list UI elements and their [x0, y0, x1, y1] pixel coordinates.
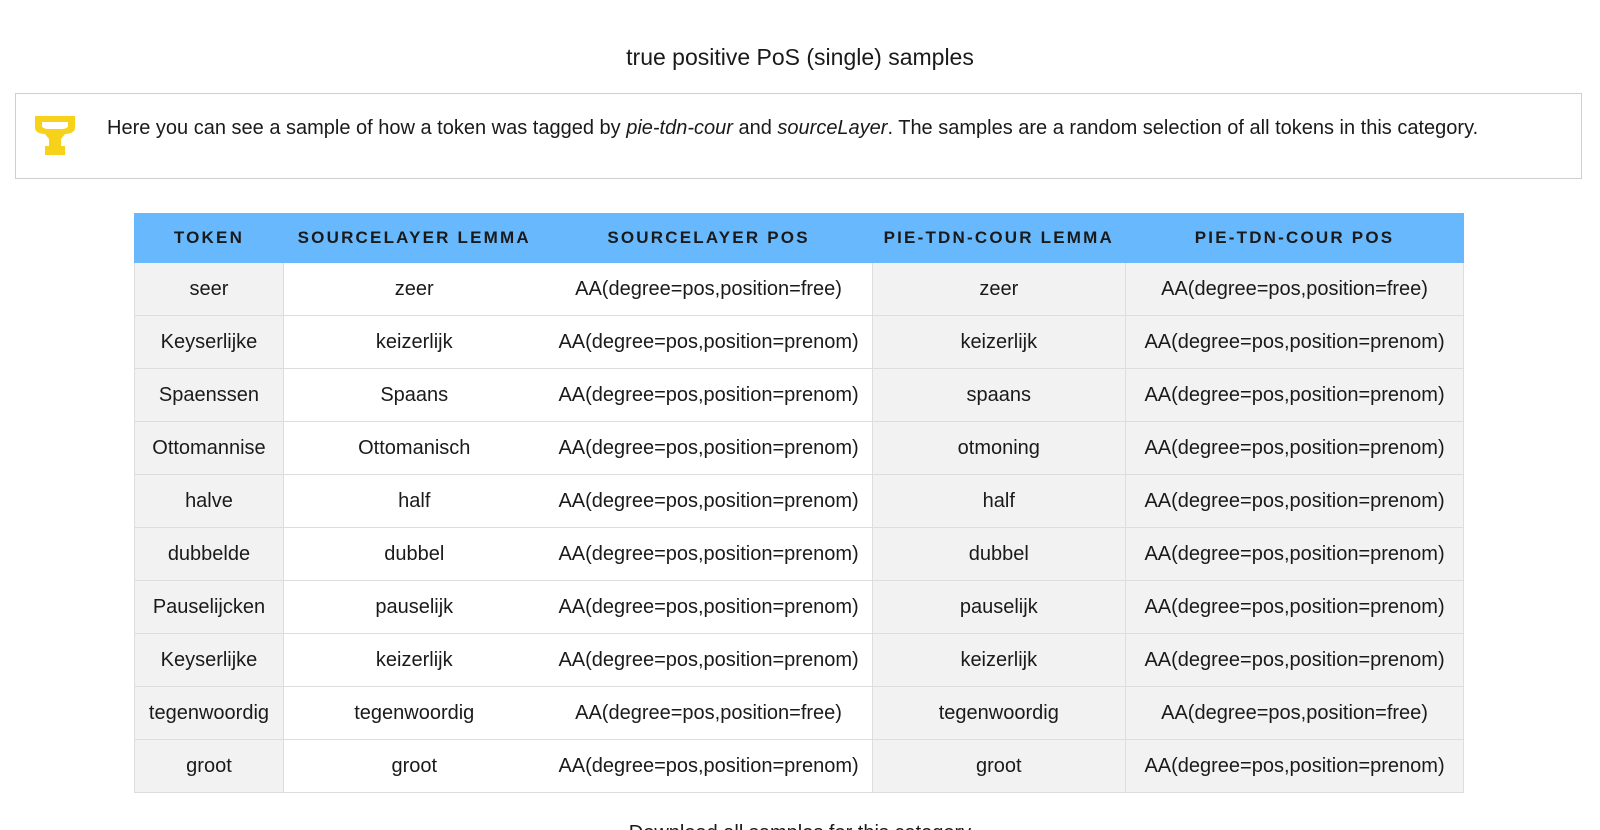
- table-row: Keyserlijke keizerlijk AA(degree=pos,posit…: [134, 633, 1464, 687]
- column-header-pie-pos[interactable]: PIE-TDN-COUR POS: [1125, 213, 1464, 263]
- cell-sourcelayer-pos: AA(degree=pos,position=prenom): [545, 315, 873, 369]
- cell-sourcelayer-lemma: zeer: [282, 262, 546, 316]
- cell-pie-lemma: tegenwoordig: [871, 686, 1127, 740]
- cell-pie-pos: AA(degree=pos,position=free): [1125, 262, 1464, 316]
- info-text: Here you can see a sample of how a token…: [107, 116, 1478, 140]
- table-row: tegenwoordig tegenwoordig AA(degree=pos,po…: [134, 686, 1464, 740]
- cell-sourcelayer-pos: AA(degree=pos,position=free): [545, 686, 873, 740]
- cell-sourcelayer-lemma: pauselijk: [282, 580, 546, 634]
- samples-table: TOKEN SOURCELAYER LEMMA SOURCELAYER POS …: [134, 213, 1464, 793]
- download-link[interactable]: Download all samples for this category: [0, 822, 1600, 830]
- cell-pie-lemma: otmoning: [871, 421, 1127, 475]
- table-row: seer zeer AA(degree=pos,position=free) zeer…: [134, 262, 1464, 316]
- table-body: seer zeer AA(degree=pos,position=free) zeer…: [134, 262, 1464, 793]
- page-title: true positive PoS (single) samples: [626, 44, 974, 70]
- table-row: Keyserlijke keizerlijk AA(degree=pos,posit…: [134, 315, 1464, 369]
- cell-pie-lemma: zeer: [871, 262, 1127, 316]
- tagger-name: pie-tdn-cour: [626, 117, 733, 139]
- cell-token: Keyserlijke: [134, 633, 284, 687]
- cell-pie-lemma: pauselijk: [871, 580, 1127, 634]
- cell-sourcelayer-pos: AA(degree=pos,position=prenom): [545, 421, 873, 475]
- cell-pie-lemma: keizerlijk: [871, 633, 1127, 687]
- cell-pie-pos: AA(degree=pos,position=prenom): [1125, 368, 1464, 422]
- info-text-after: . The samples are a random selection of …: [887, 117, 1479, 139]
- cell-pie-pos: AA(degree=pos,position=prenom): [1125, 527, 1464, 581]
- cell-sourcelayer-lemma: dubbel: [282, 527, 546, 581]
- cell-pie-pos: AA(degree=pos,position=prenom): [1125, 739, 1464, 793]
- table-row: Spaenssen Spaans AA(degree=pos,position=pr…: [134, 368, 1464, 422]
- cell-sourcelayer-pos: AA(degree=pos,position=prenom): [545, 739, 873, 793]
- table-row: Pauselijcken pauselijk AA(degree=pos,posit…: [134, 580, 1464, 634]
- column-header-sourcelayer-pos[interactable]: SOURCELAYER POS: [544, 213, 873, 263]
- cell-sourcelayer-pos: AA(degree=pos,position=prenom): [545, 633, 873, 687]
- cell-pie-lemma: groot: [871, 739, 1127, 793]
- column-header-token[interactable]: TOKEN: [134, 213, 284, 263]
- cell-pie-pos: AA(degree=pos,position=prenom): [1125, 633, 1464, 687]
- table-row: dubbelde dubbel AA(degree=pos,position=pre…: [134, 527, 1464, 581]
- cell-pie-pos: AA(degree=pos,position=prenom): [1125, 421, 1464, 475]
- cell-sourcelayer-lemma: keizerlijk: [282, 315, 546, 369]
- cell-sourcelayer-pos: AA(degree=pos,position=prenom): [545, 474, 873, 528]
- cell-token: groot: [134, 739, 284, 793]
- column-header-sourcelayer-lemma[interactable]: SOURCELAYER LEMMA: [282, 213, 546, 263]
- cell-pie-lemma: half: [871, 474, 1127, 528]
- cell-pie-pos: AA(degree=pos,position=prenom): [1125, 315, 1464, 369]
- cell-sourcelayer-lemma: half: [282, 474, 546, 528]
- table-row: groot groot AA(degree=pos,position=prenom)…: [134, 739, 1464, 793]
- cell-token: tegenwoordig: [134, 686, 284, 740]
- cell-token: Ottomannise: [134, 421, 284, 475]
- cell-sourcelayer-lemma: tegenwoordig: [282, 686, 546, 740]
- cell-pie-lemma: keizerlijk: [871, 315, 1127, 369]
- cell-sourcelayer-pos: AA(degree=pos,position=prenom): [545, 527, 873, 581]
- cell-pie-pos: AA(degree=pos,position=prenom): [1125, 580, 1464, 634]
- table-row: Ottomannise Ottomanisch AA(degree=pos,posi…: [134, 421, 1464, 475]
- cell-pie-lemma: spaans: [871, 368, 1127, 422]
- cell-sourcelayer-lemma: groot: [282, 739, 546, 793]
- cell-sourcelayer-pos: AA(degree=pos,position=prenom): [545, 580, 873, 634]
- cell-token: dubbelde: [134, 527, 284, 581]
- cell-sourcelayer-lemma: Spaans: [282, 368, 546, 422]
- cell-pie-pos: AA(degree=pos,position=prenom): [1125, 474, 1464, 528]
- cell-sourcelayer-lemma: keizerlijk: [282, 633, 546, 687]
- cell-sourcelayer-lemma: Ottomanisch: [282, 421, 546, 475]
- info-text-middle: and: [732, 117, 778, 139]
- cell-pie-lemma: dubbel: [871, 527, 1127, 581]
- cell-token: Pauselijcken: [134, 580, 284, 634]
- cell-token: Spaenssen: [134, 368, 284, 422]
- cell-token: seer: [134, 262, 284, 316]
- cell-token: halve: [134, 474, 284, 528]
- trophy-icon: [35, 116, 75, 155]
- table-row: halve half AA(degree=pos,position=prenom) h…: [134, 474, 1464, 528]
- column-header-pie-lemma[interactable]: PIE-TDN-COUR LEMMA: [871, 213, 1127, 263]
- source-name: sourceLayer: [777, 117, 888, 139]
- info-text-before: Here you can see a sample of how a token…: [107, 117, 627, 139]
- info-box: Here you can see a sample of how a token…: [15, 93, 1582, 179]
- cell-sourcelayer-pos: AA(degree=pos,position=free): [545, 262, 873, 316]
- cell-pie-pos: AA(degree=pos,position=free): [1125, 686, 1464, 740]
- cell-token: Keyserlijke: [134, 315, 284, 369]
- table-header-row: TOKEN SOURCELAYER LEMMA SOURCELAYER POS …: [134, 213, 1464, 263]
- cell-sourcelayer-pos: AA(degree=pos,position=prenom): [545, 368, 873, 422]
